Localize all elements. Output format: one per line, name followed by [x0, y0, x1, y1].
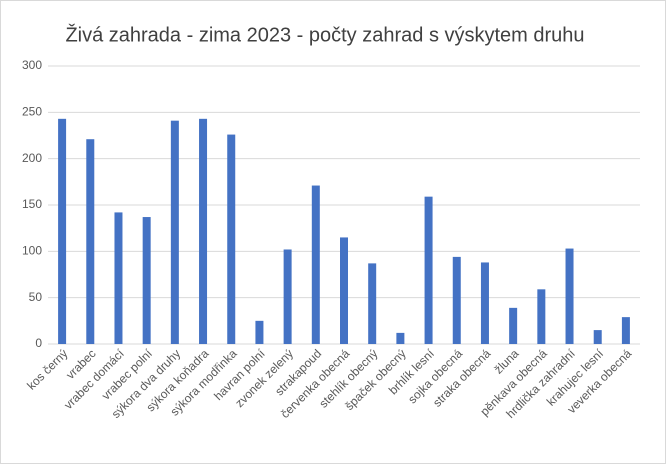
y-tick-label: 100: [22, 244, 42, 258]
bar: [114, 212, 123, 344]
bar: [509, 307, 518, 344]
bar: [368, 263, 377, 344]
bar: [142, 217, 151, 344]
bar: [424, 196, 433, 344]
bar: [621, 317, 630, 344]
y-tick-label: 0: [35, 336, 42, 350]
bar: [255, 320, 264, 344]
bar: [283, 249, 292, 344]
bar: [58, 118, 67, 344]
bar: [227, 134, 236, 344]
chart-title: Živá zahrada - zima 2023 - počty zahrad …: [65, 23, 584, 46]
y-tick-label: 50: [29, 290, 43, 304]
bar: [311, 185, 320, 344]
bar: [396, 332, 405, 344]
bar: [537, 289, 546, 344]
y-tick-label: 150: [22, 197, 42, 211]
bar: [452, 256, 461, 344]
bar: [565, 248, 574, 344]
bar: [199, 118, 208, 344]
bar: [480, 262, 489, 344]
bar: [340, 237, 348, 344]
y-tick-label: 250: [22, 105, 42, 119]
bar: [86, 139, 95, 344]
bar: [593, 330, 602, 344]
y-tick-label: 300: [22, 58, 42, 72]
y-tick-label: 200: [22, 151, 42, 165]
bar: [170, 120, 179, 344]
